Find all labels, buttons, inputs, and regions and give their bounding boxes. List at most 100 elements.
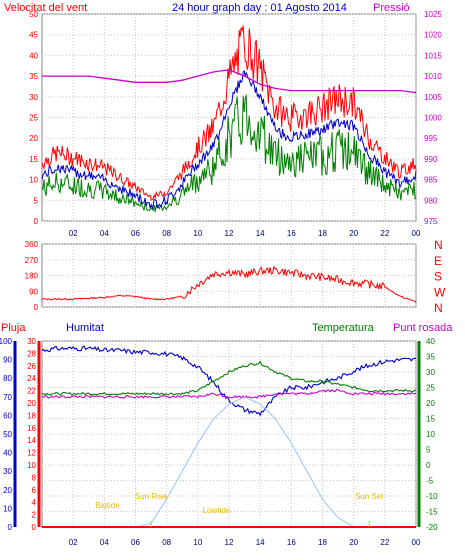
- direction-y-tick: 180: [25, 272, 39, 281]
- temperature-y-tick: 0: [426, 461, 431, 470]
- direction-y-tick: 360: [25, 240, 39, 249]
- wind-x-tick: 22: [380, 229, 389, 238]
- hightide-label: Bajtide: [95, 501, 120, 510]
- dewpoint-series-line: [41, 389, 417, 399]
- temperature-y-tick: -15: [426, 508, 438, 517]
- wind-x-tick: 04: [100, 229, 109, 238]
- wind-x-tick: 08: [162, 229, 171, 238]
- wind-y-tick: 30: [29, 93, 38, 102]
- rain-y-tick: 30: [27, 337, 36, 346]
- pressure-series-line: [42, 69, 417, 94]
- wind-label: Velocitat del vent: [4, 2, 87, 14]
- direction-series-line: [41, 265, 417, 303]
- weather-x-tick: 04: [100, 538, 109, 547]
- temperature-y-tick: 30: [426, 368, 435, 377]
- temperature-series-line: [41, 360, 417, 396]
- humidity-y-tick: 30: [3, 467, 12, 476]
- pressure-y-tick: 1015: [424, 51, 442, 60]
- weather-x-tick: 10: [193, 538, 202, 547]
- rain-label: Pluja: [1, 322, 26, 334]
- sunset-label: Sun Set: [355, 492, 384, 501]
- temperature-y-tick: -20: [426, 523, 438, 532]
- temperature-y-tick: 5: [426, 446, 431, 455]
- temperature-y-tick: 10: [426, 430, 435, 439]
- rain-y-tick: 26: [27, 362, 36, 371]
- humidity-y-tick: 20: [3, 486, 12, 495]
- sunrise-label: Sun Rise: [135, 492, 168, 501]
- direction-y-tick: 0: [34, 303, 39, 312]
- temperature-y-tick: 35: [426, 353, 435, 362]
- rain-y-tick: 6: [32, 486, 37, 495]
- wind-x-tick: 06: [131, 229, 140, 238]
- weather-x-tick: 18: [318, 538, 327, 547]
- wind-y-tick: 45: [29, 31, 38, 40]
- humidity-label: Humitat: [66, 322, 104, 334]
- temperature-y-tick: -5: [426, 477, 434, 486]
- pressure-y-tick: 1000: [424, 114, 442, 123]
- rain-y-tick: 16: [27, 424, 36, 433]
- wind-x-tick: 20: [349, 229, 358, 238]
- wind-y-tick: 25: [29, 114, 38, 123]
- humidity-y-tick: 0: [8, 523, 13, 532]
- wind-x-tick: 16: [287, 229, 296, 238]
- weather-x-tick: 16: [287, 538, 296, 547]
- wind-x-tick: 14: [256, 229, 265, 238]
- wind-y-tick: 5: [34, 196, 39, 205]
- temperature-label: Temperatura: [312, 322, 375, 334]
- weather-x-tick: 20: [349, 538, 358, 547]
- weather-x-tick: 12: [225, 538, 234, 547]
- wind-y-tick: 35: [29, 72, 38, 81]
- wind-x-tick: 00: [412, 229, 421, 238]
- wind-y-tick: 50: [29, 10, 38, 19]
- humidity-y-tick: 70: [3, 393, 12, 402]
- humidity-y-tick: 80: [3, 374, 12, 383]
- wind-gust-series-line: [41, 25, 417, 201]
- temperature-y-tick: 40: [426, 337, 435, 346]
- compass-label: E: [434, 254, 442, 268]
- rain-y-tick: 20: [27, 399, 36, 408]
- rain-y-tick: 12: [27, 449, 36, 458]
- rain-y-tick: 0: [32, 523, 37, 532]
- wind-y-tick: 40: [29, 51, 38, 60]
- temperature-y-tick: 15: [426, 415, 435, 424]
- pressure-y-tick: 995: [424, 134, 438, 143]
- direction-y-tick: 270: [25, 256, 39, 265]
- rain-y-tick: 10: [27, 461, 36, 470]
- temperature-y-tick: 25: [426, 384, 435, 393]
- rain-y-tick: 24: [27, 374, 36, 383]
- rain-y-tick: 2: [32, 511, 37, 520]
- pressure-y-tick: 1005: [424, 93, 442, 102]
- pressure-y-tick: 975: [424, 217, 438, 226]
- weather-x-tick: 06: [131, 538, 140, 547]
- weather-x-tick: 00: [412, 538, 421, 547]
- direction-y-tick: 90: [29, 287, 38, 296]
- rain-y-tick: 22: [27, 387, 36, 396]
- humidity-y-tick: 90: [3, 356, 12, 365]
- wind-y-tick: 15: [29, 155, 38, 164]
- compass-label: S: [434, 270, 442, 284]
- humidity-series-line: [41, 345, 417, 417]
- wind-y-tick: 10: [29, 176, 38, 185]
- pressure-y-tick: 1025: [424, 10, 442, 19]
- humidity-y-tick: 60: [3, 411, 12, 420]
- page-title: 24 hour graph day : 01 Agosto 2014: [172, 2, 347, 14]
- wind-x-tick: 12: [225, 229, 234, 238]
- wind-min-series-line: [41, 94, 417, 213]
- pressure-label: Pressió: [373, 2, 410, 14]
- temperature-y-tick: -10: [426, 492, 438, 501]
- pressure-y-tick: 985: [424, 176, 438, 185]
- humidity-y-tick: 100: [0, 337, 13, 346]
- pressure-y-tick: 980: [424, 196, 438, 205]
- rain-y-tick: 4: [32, 498, 37, 507]
- weather-x-tick: 14: [256, 538, 265, 547]
- compass-label: N: [434, 301, 443, 315]
- wind-x-tick: 10: [193, 229, 202, 238]
- compass-label: N: [434, 238, 443, 252]
- humidity-y-tick: 40: [3, 449, 12, 458]
- wind-y-tick: 0: [34, 217, 39, 226]
- rain-y-tick: 28: [27, 349, 36, 358]
- rain-y-tick: 18: [27, 411, 36, 420]
- wind-avg-series-line: [41, 70, 417, 211]
- humidity-y-tick: 10: [3, 504, 12, 513]
